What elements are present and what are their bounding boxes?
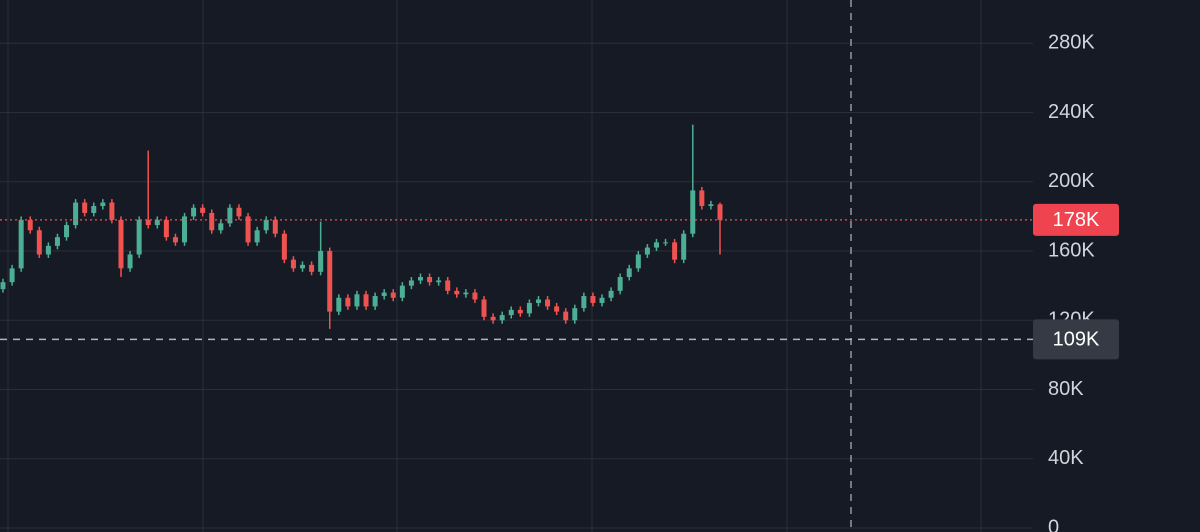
candle-body <box>200 207 206 213</box>
candle-body <box>635 254 641 269</box>
candle-body <box>390 292 396 298</box>
candle-body <box>236 207 242 217</box>
candle-body <box>590 296 596 303</box>
candle-body <box>163 219 169 238</box>
candle-body <box>245 216 251 243</box>
candle-body <box>45 245 51 255</box>
candle-body <box>91 206 97 213</box>
candle-body <box>445 280 451 291</box>
candle-body <box>699 190 705 207</box>
candle-body <box>427 276 433 283</box>
crosshair-box <box>1033 319 1119 360</box>
candle-body <box>653 242 659 248</box>
candle-body <box>381 292 387 297</box>
candle-body <box>9 268 15 283</box>
candle-body <box>82 202 88 213</box>
candle-body <box>254 230 260 243</box>
candle-body <box>318 251 324 272</box>
candle-body <box>27 219 33 231</box>
candle-body <box>454 290 460 295</box>
candle-body <box>526 302 532 314</box>
candle-body <box>599 297 605 303</box>
candle-body <box>535 299 541 303</box>
candle-body <box>563 311 569 321</box>
candle-body <box>227 207 233 224</box>
candle-body <box>18 219 24 269</box>
vertical-grid <box>7 0 982 532</box>
candle-body <box>372 296 378 307</box>
candle-body <box>617 276 623 291</box>
candle-body <box>263 219 269 231</box>
y-tick-label: 280K <box>1048 32 1095 54</box>
y-tick-label: 40K <box>1048 447 1084 469</box>
candle-body <box>717 204 723 220</box>
candle-body <box>481 299 487 317</box>
candle-body <box>336 297 342 312</box>
candle-body <box>408 280 414 286</box>
candle-body <box>118 219 124 269</box>
candle-body <box>209 212 215 231</box>
candle-body <box>399 285 405 298</box>
y-tick-label: 160K <box>1048 239 1095 261</box>
candle-body <box>127 254 133 269</box>
candle-body <box>644 247 650 255</box>
candle-body <box>490 316 496 321</box>
candle-body <box>0 282 6 290</box>
candle-body <box>436 280 442 283</box>
candle-body <box>154 219 160 226</box>
candle-body <box>191 207 197 217</box>
candle-body <box>626 268 632 277</box>
candle-body <box>708 204 714 207</box>
candle-body <box>463 292 469 295</box>
last-price-label: 178K <box>1053 209 1100 231</box>
candle-body <box>172 237 178 243</box>
candle-body <box>517 309 523 314</box>
candle-body <box>681 233 687 260</box>
crosshair-label: 109K <box>1053 329 1100 351</box>
candle-body <box>54 237 60 246</box>
candle-body <box>608 290 614 298</box>
candle-body <box>64 225 70 238</box>
candle-body <box>136 219 142 255</box>
candle-body <box>554 306 560 312</box>
candle-body <box>182 216 188 243</box>
y-tick-label: 0 <box>1048 516 1059 532</box>
candle-body <box>545 299 551 307</box>
candle-body <box>300 264 306 269</box>
y-tick-label: 80K <box>1048 378 1084 400</box>
candle-body <box>218 223 224 231</box>
candle-body <box>345 297 351 307</box>
candle-body <box>690 190 696 234</box>
candle-body <box>417 276 423 281</box>
candle-body <box>290 259 296 269</box>
candle-body <box>272 219 278 234</box>
candle-body <box>281 233 287 260</box>
candle-body <box>499 315 505 321</box>
candle-body <box>363 294 369 307</box>
candle-body <box>309 264 315 272</box>
candle-body <box>36 230 42 255</box>
y-tick-label: 240K <box>1048 101 1095 123</box>
candle-body <box>100 202 106 207</box>
candle-body <box>581 296 587 309</box>
y-tick-label: 200K <box>1048 170 1095 192</box>
candle-body <box>145 219 151 226</box>
candle-body <box>572 308 578 321</box>
last-price-box <box>1033 203 1119 236</box>
candle-body <box>327 251 333 312</box>
candle-body <box>109 202 115 220</box>
candle-body <box>472 292 478 300</box>
candle-body <box>73 202 79 226</box>
candle-body <box>354 294 360 307</box>
candle-body <box>672 242 678 260</box>
candle-body <box>508 309 514 316</box>
candle-body <box>663 242 669 244</box>
